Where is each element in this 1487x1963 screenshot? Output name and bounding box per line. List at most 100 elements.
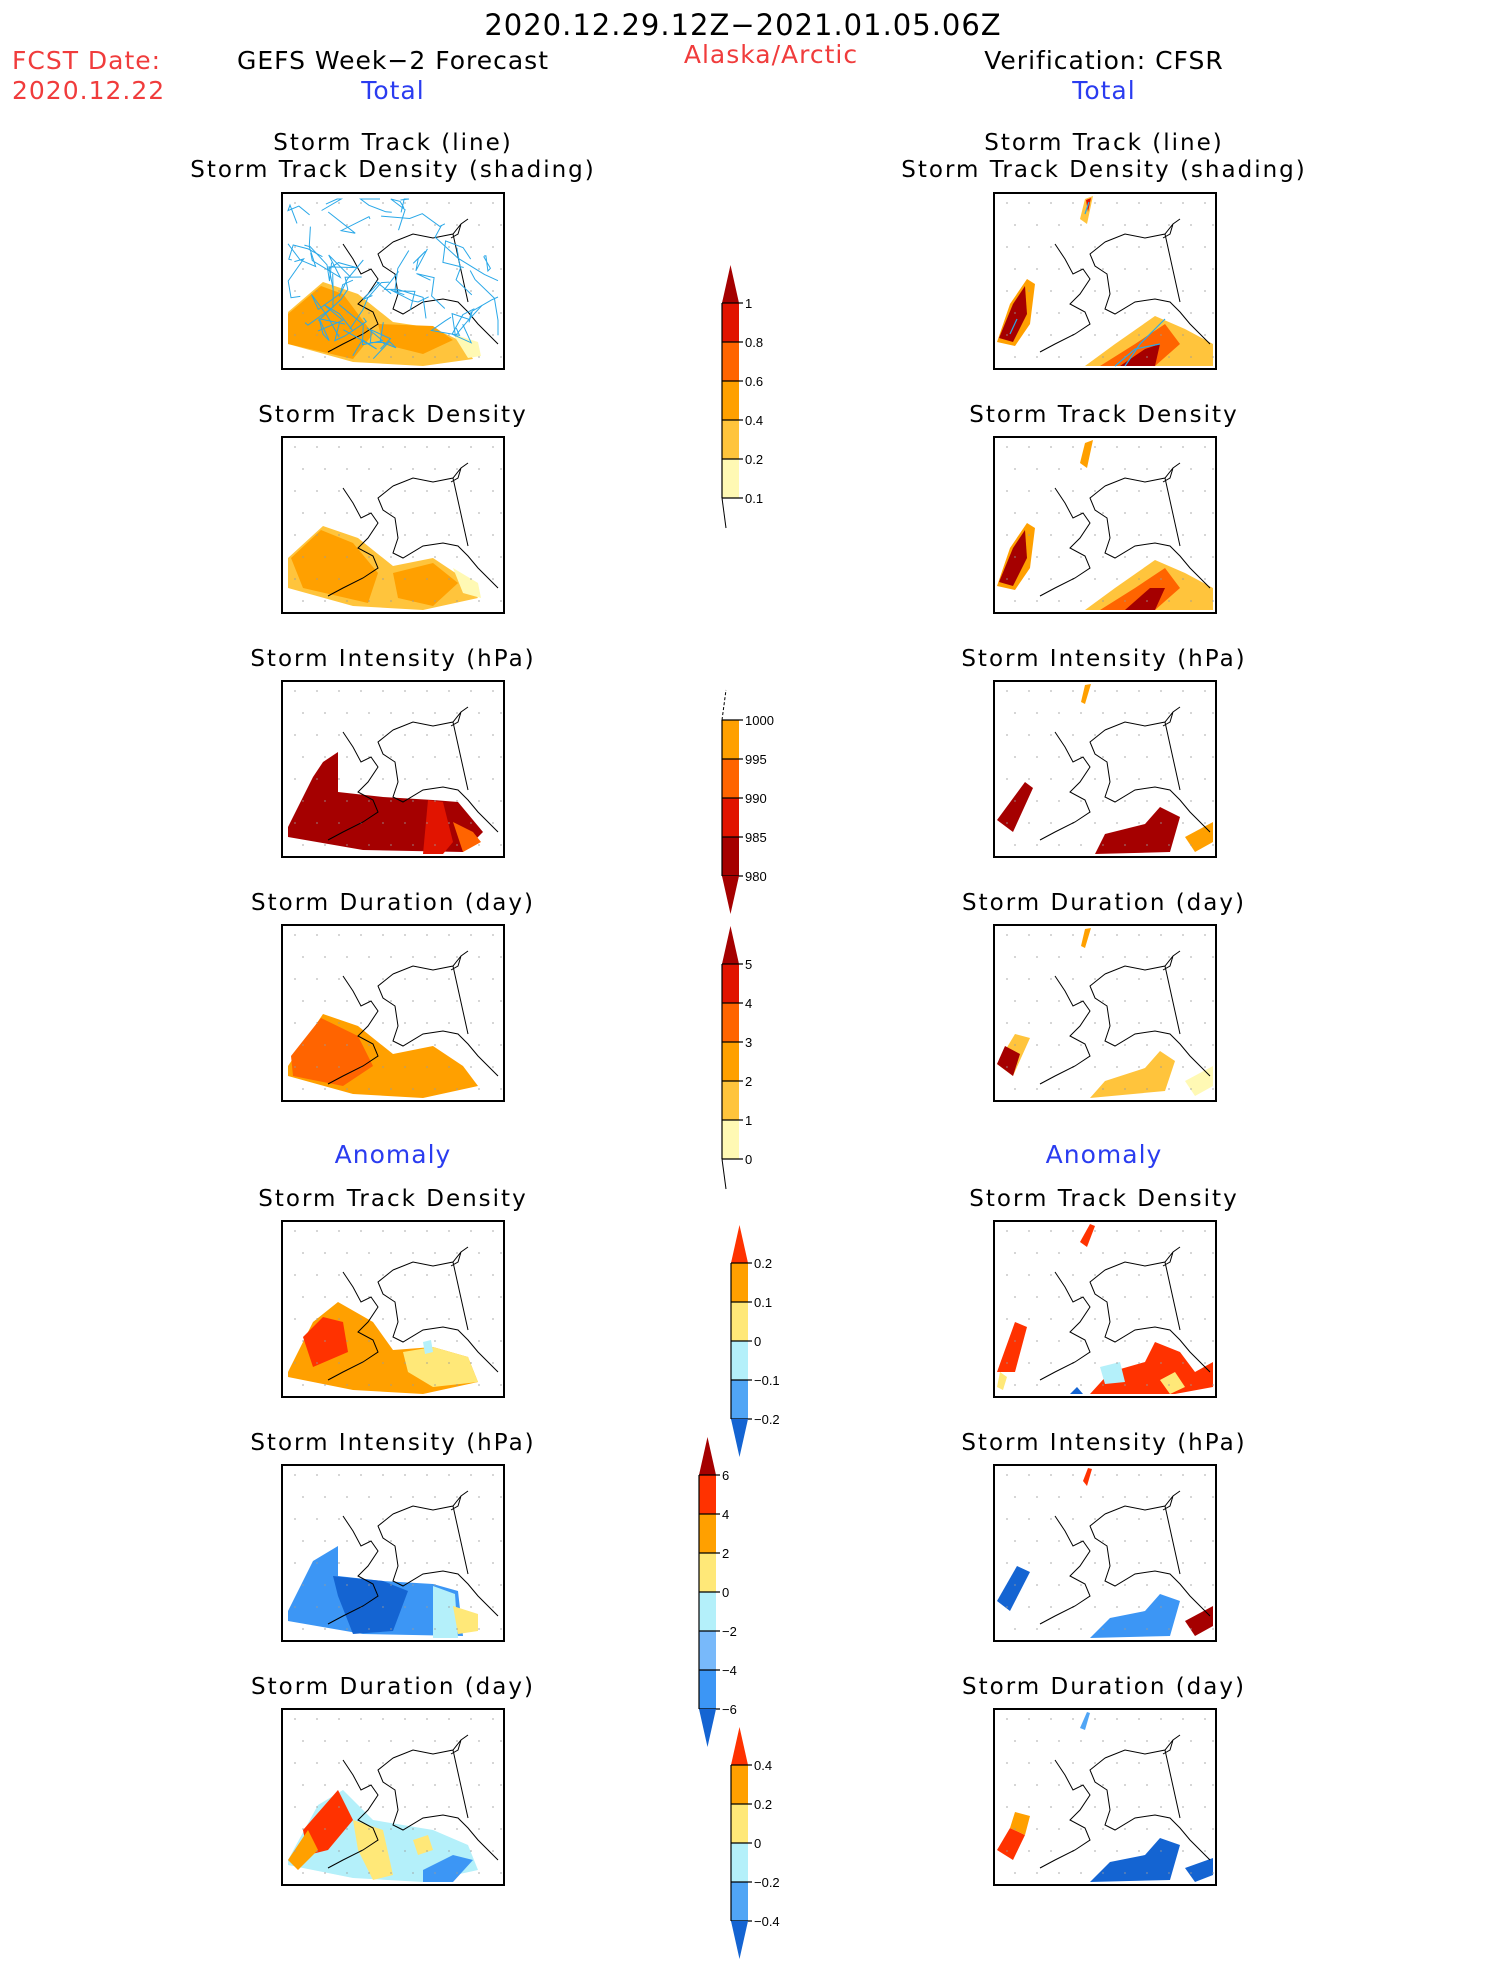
- shaded-region: [1090, 1838, 1180, 1882]
- coastline: [327, 1490, 499, 1625]
- shaded-region: [999, 530, 1027, 586]
- shaded-region: [353, 1820, 393, 1880]
- colorbar-tick-label: 995: [745, 752, 767, 767]
- shaded-region: [453, 1606, 478, 1634]
- colorbar-bin: [722, 837, 739, 876]
- colorbar-tick-label: 0: [745, 1152, 752, 1167]
- colorbar-arrow-high: [731, 1727, 748, 1765]
- colorbar-bin: [699, 1475, 716, 1514]
- coastline: [327, 950, 499, 1085]
- colorbar-tick-label: 2: [745, 1074, 752, 1089]
- storm-track-line: [288, 244, 323, 261]
- colorbar-bin: [722, 798, 739, 837]
- storm-track-line: [390, 289, 429, 303]
- shaded-region: [1185, 1606, 1213, 1636]
- storm-track-line: [1009, 318, 1018, 335]
- storm-track-line: [483, 255, 492, 273]
- coastline: [1039, 1490, 1211, 1625]
- storm-track-line: [434, 224, 499, 282]
- map-cfsr-intensity-total: [993, 680, 1217, 858]
- shaded-region: [393, 563, 458, 606]
- colorbar-bin: [731, 1380, 748, 1419]
- storm-track-line: [287, 258, 305, 299]
- panel-title-track-shading-left: Storm Track Density (shading): [190, 157, 596, 183]
- colorbar-bin: [722, 342, 739, 381]
- colorbar-tick-label: 4: [745, 996, 752, 1011]
- colorbar-bin: [722, 1081, 739, 1120]
- colorbar-end-line: [721, 689, 727, 721]
- shaded-region: [303, 1790, 353, 1855]
- map-cfsr-duration-anomaly: [993, 1708, 1217, 1886]
- panel-title-density-left: Storm Track Density: [258, 402, 528, 428]
- shaded-region: [423, 800, 453, 854]
- storm-track-line: [1084, 201, 1090, 215]
- shaded-region: [1080, 1224, 1095, 1247]
- colorbar-bin: [731, 1302, 748, 1341]
- storm-track-line: [390, 198, 406, 231]
- shaded-region: [423, 1340, 433, 1354]
- shaded-region: [303, 1317, 348, 1367]
- total-label-right: Total: [1072, 76, 1136, 105]
- colorbar-bin: [699, 1670, 716, 1709]
- storm-track-line: [287, 203, 310, 224]
- colorbar-tick-label: 1: [745, 296, 752, 311]
- panel-title-track-shading-right: Storm Track Density (shading): [901, 157, 1307, 183]
- colorbar-bin: [722, 964, 739, 1003]
- colorbar-tick-label: 4: [722, 1507, 729, 1522]
- colorbar-arrow-high: [731, 1225, 748, 1263]
- shaded-region: [403, 1347, 478, 1387]
- colorbar-tick-label: 0.2: [745, 452, 763, 467]
- storm-track-line: [442, 240, 472, 268]
- colorbar-tick-label: −4: [722, 1663, 737, 1678]
- panel-title-density-right: Storm Track Density: [969, 402, 1239, 428]
- colorbar-tick-label: −0.1: [754, 1373, 780, 1388]
- storm-track-line: [308, 226, 333, 282]
- shaded-region: [333, 1576, 408, 1634]
- map-cfsr-density-total: [993, 436, 1217, 614]
- panel-title-intensity-right: Storm Intensity (hPa): [961, 646, 1247, 672]
- colorbar-duration-total: 5 4 3 2 1 0: [721, 926, 812, 1201]
- storm-track-line: [455, 247, 473, 296]
- storm-track-line: [321, 198, 344, 211]
- shaded-region: [997, 782, 1033, 832]
- map-gefs-duration-anomaly: [281, 1708, 505, 1886]
- shaded-region: [1100, 568, 1180, 610]
- shaded-region: [1185, 822, 1213, 852]
- colorbar-tick-label: 3: [745, 1035, 752, 1050]
- panel-title-track-line-right: Storm Track (line): [984, 130, 1224, 156]
- map-cfsr-intensity-anomaly: [993, 1464, 1217, 1642]
- colorbar-tick-label: 0.4: [745, 413, 763, 428]
- map-gefs-duration-total: [281, 924, 505, 1102]
- panel-title-duration-left: Storm Duration (day): [251, 890, 535, 916]
- total-label-left: Total: [361, 76, 425, 105]
- region-title: Alaska/Arctic: [683, 40, 859, 69]
- shaded-region: [1185, 1858, 1213, 1882]
- colorbar-bin: [731, 1263, 748, 1302]
- shaded-region: [1080, 440, 1093, 468]
- colorbar-tick-label: 0.2: [754, 1797, 772, 1812]
- map-gefs-density-total: [281, 436, 505, 614]
- storm-track-line: [1114, 343, 1161, 367]
- colorbar-tick-label: 0: [722, 1585, 729, 1600]
- storm-track-line: [416, 273, 446, 309]
- right-title: Verification: CFSR: [984, 46, 1224, 75]
- colorbar-intensity-total: 1000 995 990 985 980: [721, 682, 812, 918]
- storm-track-line: [1124, 318, 1166, 367]
- coastline: [1039, 706, 1211, 841]
- storm-track-line: [430, 316, 461, 337]
- anomaly-label-right: Anomaly: [1045, 1140, 1163, 1169]
- shaded-region: [291, 530, 378, 603]
- map-cfsr-density-anomaly: [993, 1220, 1217, 1398]
- colorbar-bin: [722, 1003, 739, 1042]
- shaded-region: [997, 1828, 1025, 1860]
- colorbar-end-line: [721, 497, 727, 529]
- panel-title-density-anom-left: Storm Track Density: [258, 1186, 528, 1212]
- colorbar-tick-label: 0.6: [745, 374, 763, 389]
- colorbar-tick-label: −0.4: [754, 1914, 780, 1929]
- shaded-region: [999, 286, 1027, 342]
- colorbar-bin: [731, 1765, 748, 1804]
- shaded-region: [1081, 928, 1091, 948]
- fcst-date-label: FCST Date:: [12, 46, 162, 75]
- period-title: 2020.12.29.12Z−2021.01.05.06Z: [484, 8, 1002, 42]
- colorbar-arrow-high: [722, 926, 739, 964]
